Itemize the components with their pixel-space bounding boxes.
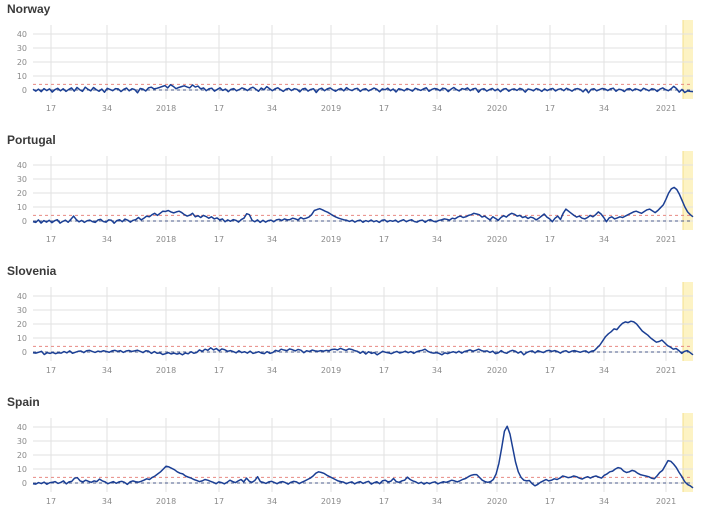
chart-panel-slovenia: Slovenia 40 30 20 10 0 17 34 2018 17 34 2019 17 34 20…: [0, 262, 705, 390]
y-tick-label: 40: [17, 161, 27, 170]
x-tick-label: 34: [432, 497, 442, 506]
y-tick-label: 10: [17, 334, 27, 343]
y-tick-label: 30: [17, 44, 27, 53]
y-tick-label: 0: [22, 86, 27, 95]
chart-panel-norway: Norway 40 30 20 10 0 17 34 2018 17 34 2019 17 34 2020…: [0, 0, 705, 128]
x-tick-label: 34: [599, 235, 609, 244]
x-tick-label: 34: [432, 104, 442, 113]
y-tick-label: 30: [17, 175, 27, 184]
x-tick-label: 2018: [156, 104, 176, 113]
x-tick-label: 17: [46, 104, 56, 113]
panel-title: Norway: [7, 2, 51, 16]
series-line: [32, 83, 694, 94]
x-tick-label: 17: [46, 497, 56, 506]
x-tick-label: 17: [545, 366, 555, 375]
chart-panel-spain: Spain 40 30 20 10 0 17 34 2018 17 34 2019 17 34 2020 1…: [0, 393, 705, 510]
x-tick-label: 34: [102, 366, 112, 375]
y-tick-label: 20: [17, 320, 27, 329]
x-tick-label: 17: [379, 235, 389, 244]
x-tick-label: 2018: [156, 497, 176, 506]
line-chart: 40 30 20 10 0 17 34 2018 17 34 2019 17 34 2020 17 34 202…: [17, 151, 694, 244]
x-tick-label: 2019: [321, 235, 341, 244]
x-tick-label: 34: [267, 497, 277, 506]
highlight-band: [683, 151, 693, 230]
series-line: [32, 320, 694, 356]
highlight-band: [683, 413, 693, 492]
x-tick-label: 2019: [321, 497, 341, 506]
x-tick-label: 17: [545, 235, 555, 244]
x-tick-label: 17: [379, 497, 389, 506]
x-tick-label: 2020: [487, 497, 507, 506]
x-tick-label: 34: [102, 104, 112, 113]
y-tick-label: 30: [17, 306, 27, 315]
x-tick-label: 2021: [656, 366, 676, 375]
x-tick-label: 2019: [321, 104, 341, 113]
x-tick-label: 34: [599, 497, 609, 506]
y-tick-label: 0: [22, 348, 27, 357]
x-tick-label: 17: [214, 104, 224, 113]
x-tick-label: 34: [267, 366, 277, 375]
highlight-band: [683, 20, 693, 99]
line-chart: 40 30 20 10 0 17 34 2018 17 34 2019 17 34 2020 17 34 202…: [17, 282, 694, 375]
y-tick-label: 40: [17, 30, 27, 39]
y-tick-label: 10: [17, 72, 27, 81]
y-tick-label: 10: [17, 465, 27, 474]
x-tick-label: 34: [599, 104, 609, 113]
x-tick-label: 2020: [487, 104, 507, 113]
x-tick-label: 17: [545, 497, 555, 506]
x-tick-label: 34: [102, 497, 112, 506]
x-tick-label: 34: [267, 104, 277, 113]
y-tick-label: 0: [22, 217, 27, 226]
x-tick-label: 2018: [156, 366, 176, 375]
line-chart: 40 30 20 10 0 17 34 2018 17 34 2019 17 34 2020 17 34 202…: [17, 413, 694, 506]
x-tick-label: 17: [214, 497, 224, 506]
series-line: [32, 186, 694, 224]
x-tick-label: 2020: [487, 235, 507, 244]
x-tick-label: 17: [214, 235, 224, 244]
x-tick-label: 17: [545, 104, 555, 113]
x-tick-label: 2020: [487, 366, 507, 375]
y-tick-label: 0: [22, 479, 27, 488]
y-tick-label: 20: [17, 189, 27, 198]
highlight-band: [683, 282, 693, 361]
x-tick-label: 2021: [656, 235, 676, 244]
x-tick-label: 34: [267, 235, 277, 244]
x-tick-label: 2018: [156, 235, 176, 244]
x-tick-label: 2021: [656, 104, 676, 113]
y-tick-label: 30: [17, 437, 27, 446]
y-tick-label: 10: [17, 203, 27, 212]
chart-panel-portugal: Portugal 40 30 20 10 0 17 34 2018 17 34 2019 17 34 20…: [0, 131, 705, 259]
x-tick-label: 17: [46, 235, 56, 244]
line-chart: 40 30 20 10 0 17 34 2018 17 34 2019 17 34 2020 17 34 202…: [17, 20, 694, 113]
y-tick-label: 20: [17, 451, 27, 460]
x-tick-label: 2019: [321, 366, 341, 375]
x-tick-label: 2021: [656, 497, 676, 506]
x-tick-label: 17: [379, 366, 389, 375]
x-tick-label: 17: [46, 366, 56, 375]
x-tick-label: 34: [432, 235, 442, 244]
x-tick-label: 34: [102, 235, 112, 244]
x-tick-label: 34: [599, 366, 609, 375]
y-tick-label: 40: [17, 423, 27, 432]
series-line: [32, 425, 694, 489]
x-tick-label: 17: [214, 366, 224, 375]
panel-title: Slovenia: [7, 264, 57, 278]
x-tick-label: 34: [432, 366, 442, 375]
panel-title: Spain: [7, 395, 40, 409]
y-tick-label: 40: [17, 292, 27, 301]
x-tick-label: 17: [379, 104, 389, 113]
y-tick-label: 20: [17, 58, 27, 67]
panel-title: Portugal: [7, 133, 56, 147]
